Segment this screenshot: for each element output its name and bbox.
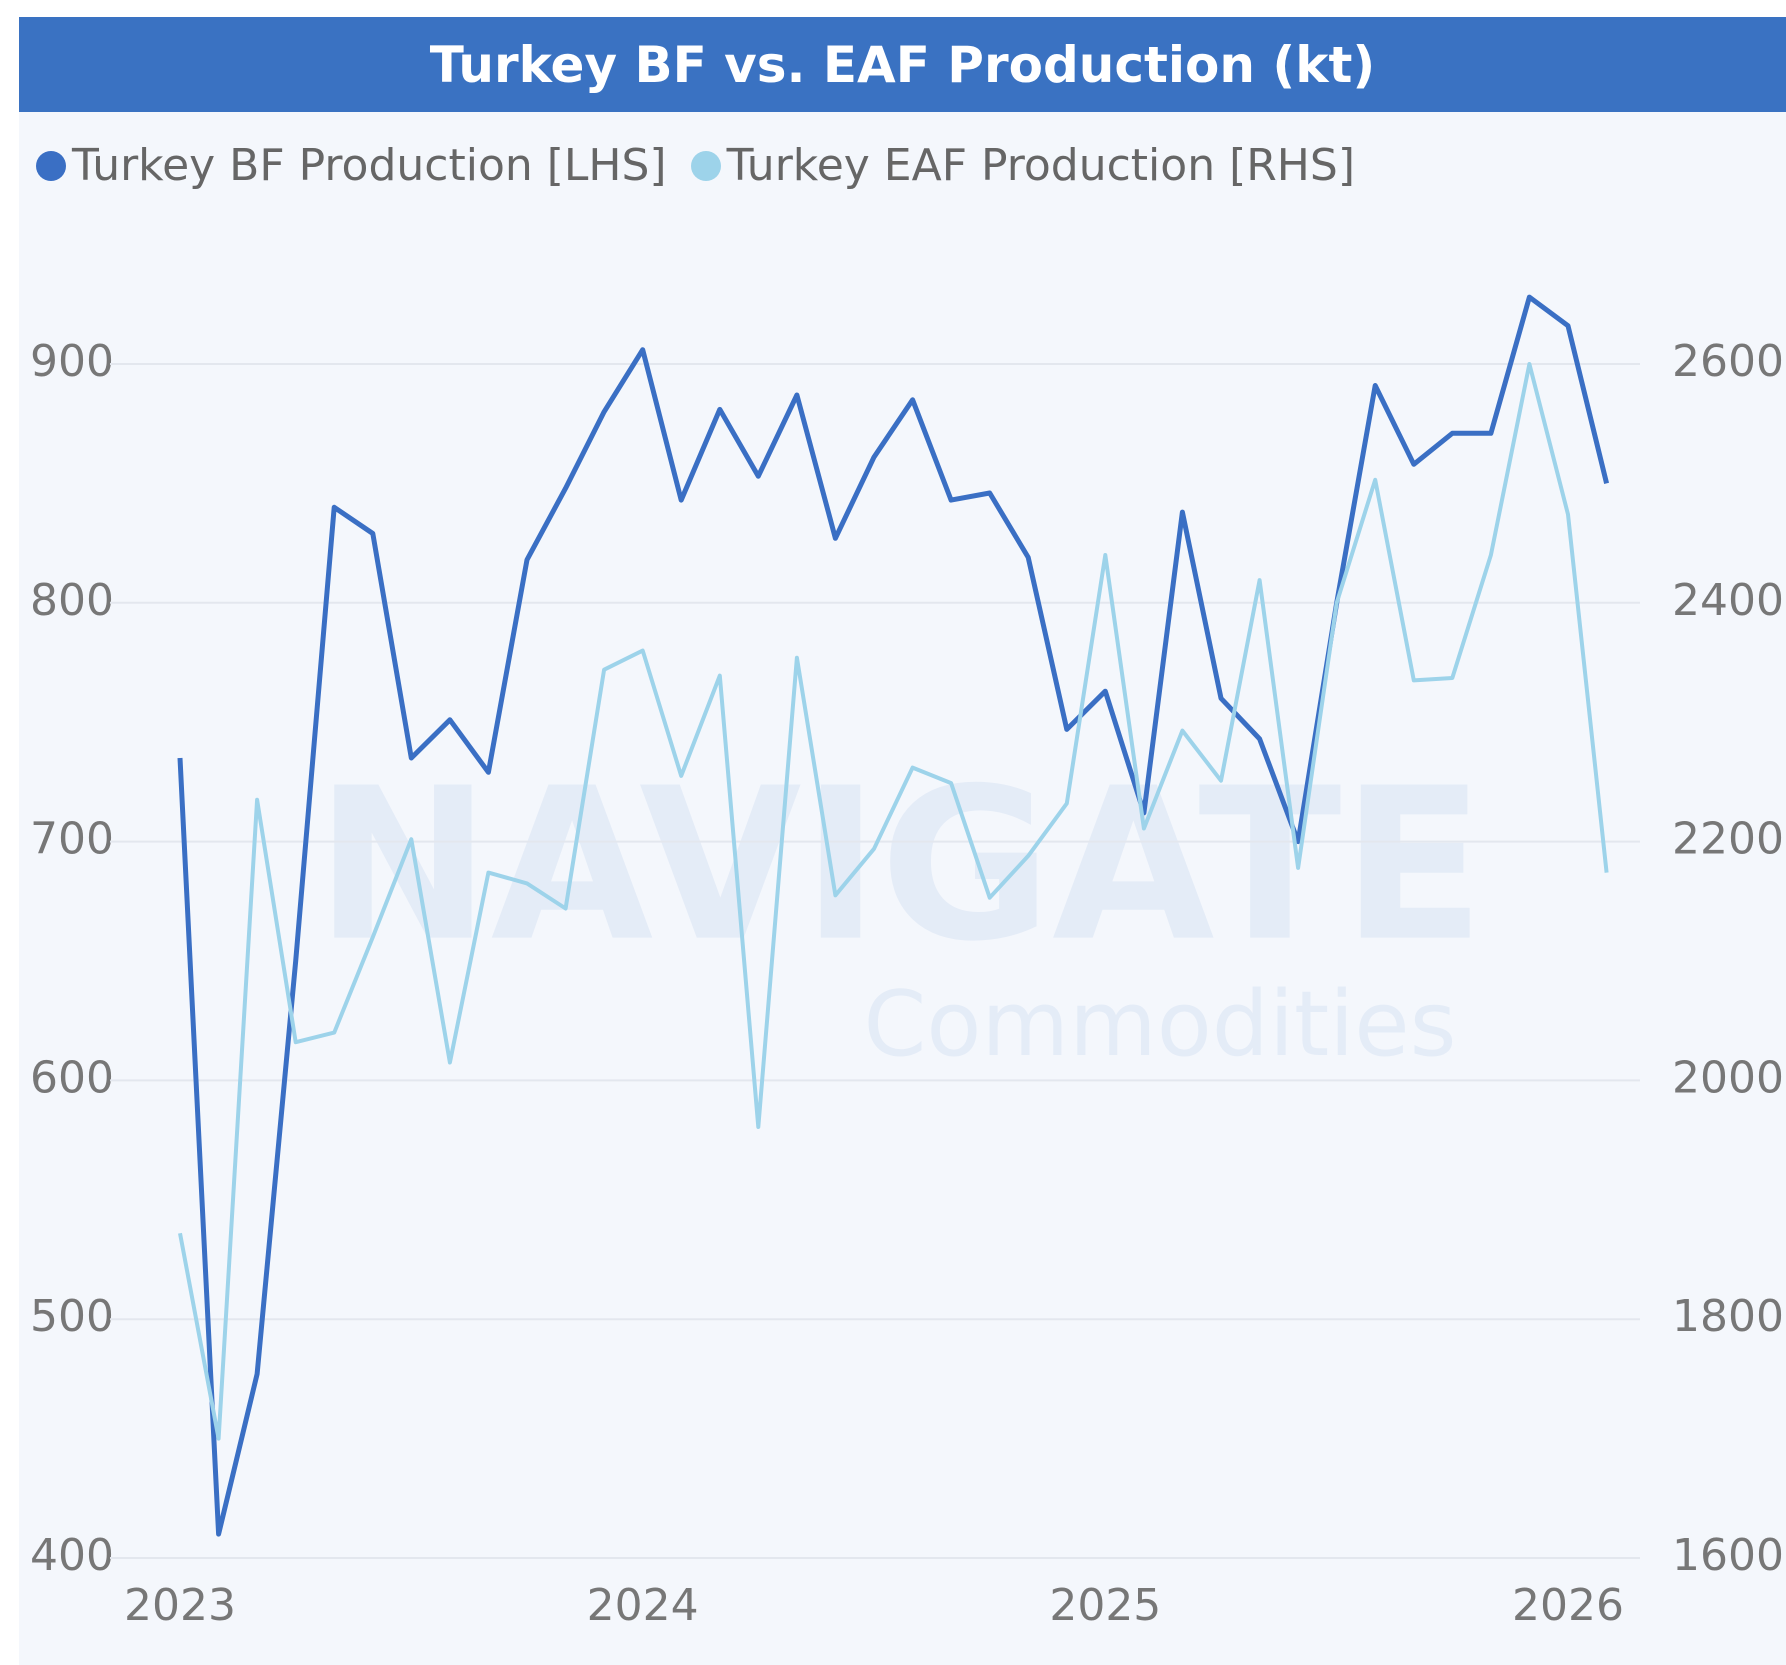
x-tick-label: 2026 xyxy=(1512,1580,1624,1631)
y-tick-label: 900 xyxy=(30,336,114,387)
legend-label: Turkey EAF Production [RHS] xyxy=(726,140,1355,191)
x-tick-label: 2023 xyxy=(124,1580,236,1631)
legend-swatch xyxy=(690,150,721,181)
legend-item: Turkey EAF Production [RHS] xyxy=(690,140,1355,191)
y-tick-label: 800 xyxy=(30,575,114,626)
y2-tick-label: 2600 xyxy=(1672,336,1784,387)
y2-tick-label: 1800 xyxy=(1672,1291,1784,1342)
y2-tick-label: 2200 xyxy=(1672,814,1784,865)
legend: Turkey BF Production [LHS] Turkey EAF Pro… xyxy=(36,140,1355,191)
series-line xyxy=(177,294,1610,1537)
legend-swatch xyxy=(36,150,66,181)
y-tick-label: 400 xyxy=(30,1530,114,1581)
x-tick-label: 2025 xyxy=(1049,1580,1161,1631)
y2-tick-label: 2000 xyxy=(1672,1052,1784,1103)
series-line xyxy=(178,362,1609,1441)
legend-label: Turkey BF Production [LHS] xyxy=(72,140,667,191)
y-tick-label: 600 xyxy=(30,1052,114,1103)
watermark: NAVIGATE xyxy=(315,743,1485,988)
y-tick-label: 500 xyxy=(30,1291,114,1342)
chart-title: Turkey BF vs. EAF Production (kt) xyxy=(19,17,1786,112)
x-tick-label: 2024 xyxy=(587,1580,699,1631)
y-tick-label: 700 xyxy=(30,814,114,865)
y2-tick-label: 2400 xyxy=(1672,575,1784,626)
y2-tick-label: 1600 xyxy=(1672,1530,1784,1581)
watermark: Commodities xyxy=(864,972,1457,1077)
legend-item: Turkey BF Production [LHS] xyxy=(36,140,667,191)
